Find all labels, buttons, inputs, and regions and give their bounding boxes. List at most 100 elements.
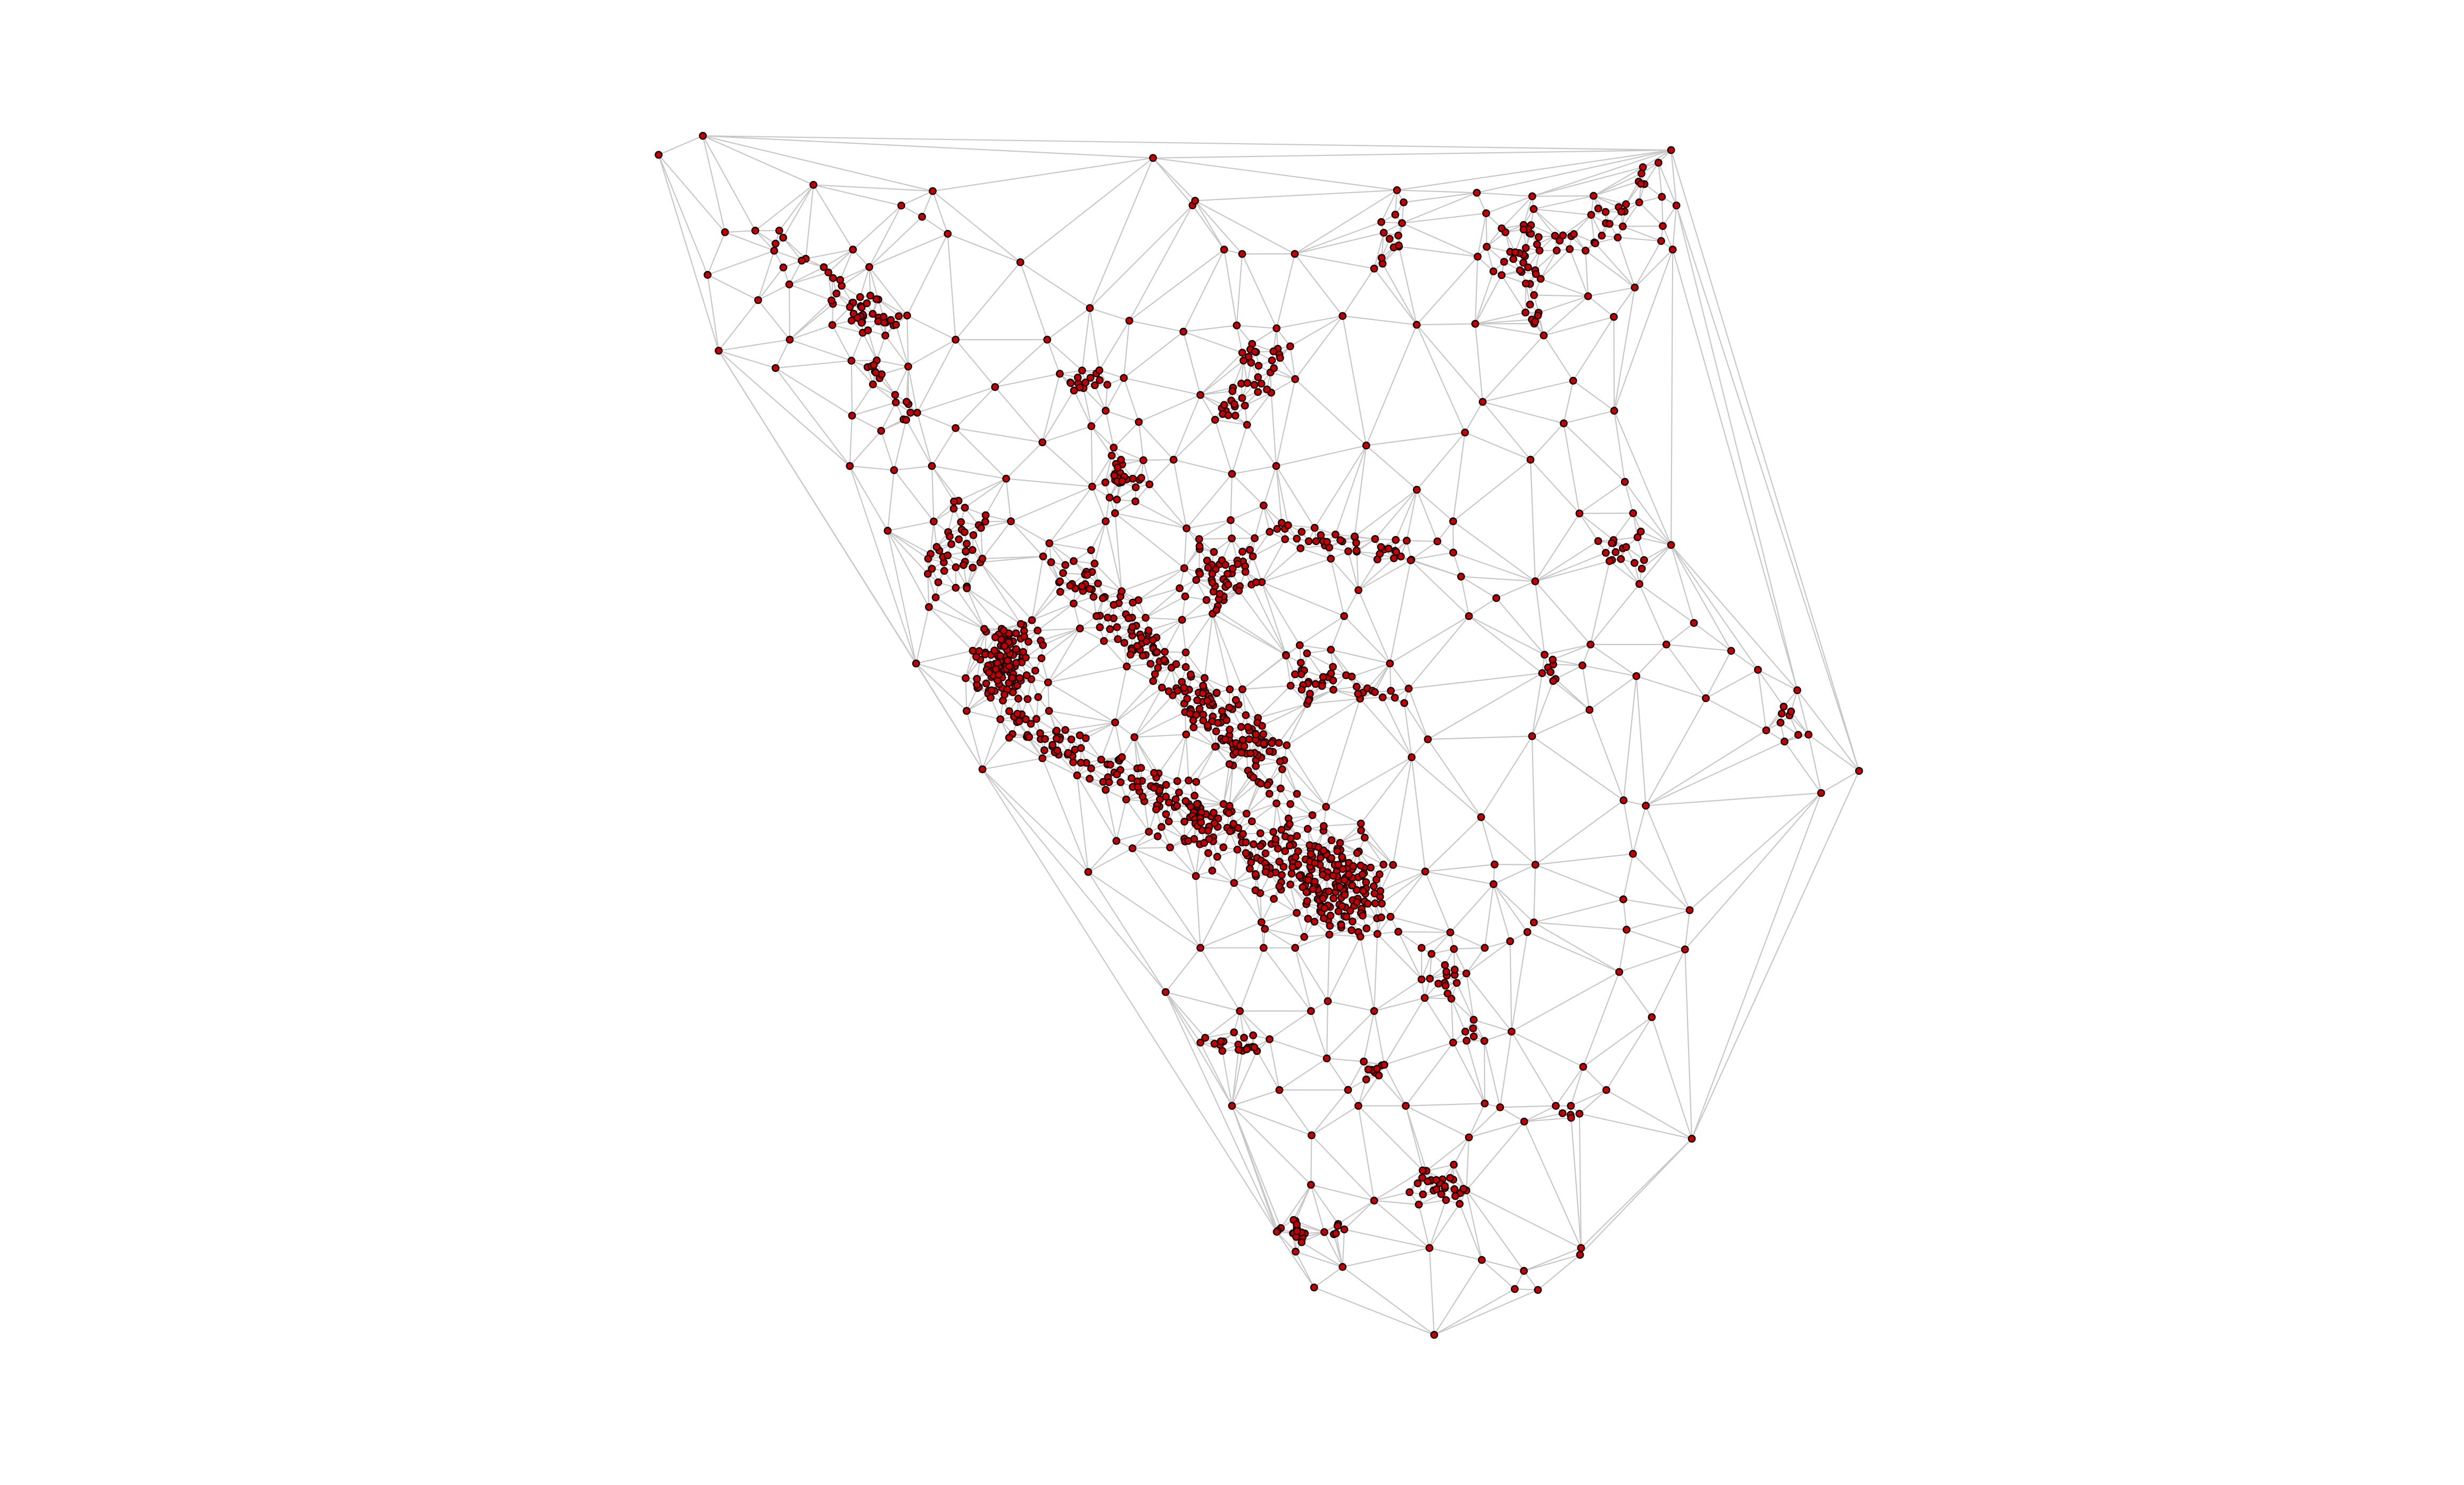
graph-edge xyxy=(1280,889,1297,913)
graph-edge xyxy=(1031,603,1074,621)
graph-edge xyxy=(1326,1010,1375,1059)
graph-edge xyxy=(1524,1105,1556,1123)
graph-edge xyxy=(1429,1247,1482,1261)
graph-edge xyxy=(1008,737,1043,759)
graph-edge xyxy=(884,335,909,367)
graph-edge xyxy=(1134,737,1160,774)
graph-edge xyxy=(917,386,996,414)
graph-edge xyxy=(1374,1200,1430,1249)
graph-edge xyxy=(1048,486,1093,544)
graph-edge xyxy=(789,284,832,301)
graph-node xyxy=(1092,612,1101,620)
graph-edge xyxy=(1540,250,1558,279)
graph-edge xyxy=(1251,584,1287,655)
graph-edge xyxy=(927,573,937,598)
graph-edge xyxy=(1662,226,1674,250)
graph-node xyxy=(1019,648,1028,656)
graph-edge xyxy=(1390,615,1469,664)
graph-edge xyxy=(1041,390,1075,443)
graph-edge xyxy=(1466,1190,1483,1260)
graph-edge xyxy=(725,230,756,233)
graph-node xyxy=(771,364,780,372)
graph-edge xyxy=(916,412,933,466)
graph-node xyxy=(1220,245,1228,254)
graph-node xyxy=(1160,656,1168,664)
graph-edge xyxy=(1493,884,1528,933)
graph-edge xyxy=(1790,711,1809,735)
graph-node xyxy=(1307,1181,1315,1189)
graph-edge xyxy=(1269,1039,1280,1091)
graph-edge xyxy=(1374,268,1417,325)
graph-node xyxy=(1242,810,1251,818)
graph-edge xyxy=(1276,1231,1296,1252)
graph-edge xyxy=(1094,521,1106,564)
graph-node xyxy=(1045,707,1053,715)
graph-edge xyxy=(972,535,983,559)
graph-edge xyxy=(881,366,908,375)
graph-edge xyxy=(1428,1248,1435,1335)
graph-edge xyxy=(1619,948,1685,973)
graph-edge xyxy=(1661,196,1664,226)
graph-node xyxy=(1523,928,1532,936)
graph-edge xyxy=(1252,539,1286,557)
graph-node xyxy=(1175,788,1183,797)
graph-edge xyxy=(1114,513,1187,529)
graph-edge xyxy=(1405,1106,1424,1171)
graph-edge xyxy=(1381,871,1426,904)
graph-edge xyxy=(1105,521,1122,592)
graph-edge xyxy=(1090,426,1093,487)
graph-edge xyxy=(1593,195,1626,205)
graph-edge xyxy=(982,769,1167,993)
graph-edge xyxy=(1671,150,1860,771)
graph-edge xyxy=(1079,628,1104,642)
graph-edge xyxy=(1255,761,1280,767)
graph-edge xyxy=(985,521,1011,523)
graph-edge xyxy=(1821,770,1859,794)
graph-edge xyxy=(1101,722,1116,760)
graph-edge xyxy=(1632,853,1690,911)
graph-edge xyxy=(1590,644,1637,677)
graph-edge xyxy=(1538,295,1589,314)
graph-node xyxy=(1291,944,1300,952)
graph-edge xyxy=(1244,392,1272,406)
graph-edge xyxy=(1145,617,1183,621)
graph-node xyxy=(1120,639,1129,647)
graph-edge xyxy=(1280,1184,1312,1228)
graph-edge xyxy=(894,469,935,522)
graph-edge xyxy=(1587,295,1615,318)
graph-edge xyxy=(887,530,930,608)
graph-edge xyxy=(1324,1232,1343,1267)
graph-edge xyxy=(782,237,803,261)
graph-edge xyxy=(1564,410,1615,424)
graph-edge xyxy=(1399,246,1478,258)
graph-node xyxy=(1219,843,1228,852)
graph-edge xyxy=(813,184,854,250)
graph-node xyxy=(1016,620,1025,628)
graph-node xyxy=(1667,541,1675,549)
graph-edge xyxy=(1256,1051,1280,1091)
graph-edge xyxy=(1156,619,1183,638)
graph-edge xyxy=(1105,384,1108,411)
graph-edge xyxy=(1486,232,1506,248)
graph-edge xyxy=(1138,567,1185,601)
graph-edge xyxy=(1452,432,1466,522)
graph-edge xyxy=(1165,991,1241,1012)
graph-edge xyxy=(1501,274,1526,284)
graph-edge xyxy=(1614,410,1626,482)
graph-edge xyxy=(1501,196,1533,229)
graph-edge xyxy=(1200,1042,1233,1107)
graph-node xyxy=(1424,735,1432,744)
graph-edge xyxy=(1421,931,1451,948)
graph-edge xyxy=(1405,1105,1469,1138)
graph-edge xyxy=(880,431,895,471)
graph-edge xyxy=(869,205,902,268)
graph-node xyxy=(1099,637,1108,645)
graph-edge xyxy=(1263,505,1270,532)
graph-edge xyxy=(1138,394,1201,423)
graph-edge xyxy=(982,757,1043,770)
graph-edge xyxy=(1672,205,1677,250)
graph-edge xyxy=(1486,195,1533,214)
graph-node xyxy=(1015,717,1023,725)
graph-edge xyxy=(1284,760,1298,794)
graph-edge xyxy=(965,678,968,711)
